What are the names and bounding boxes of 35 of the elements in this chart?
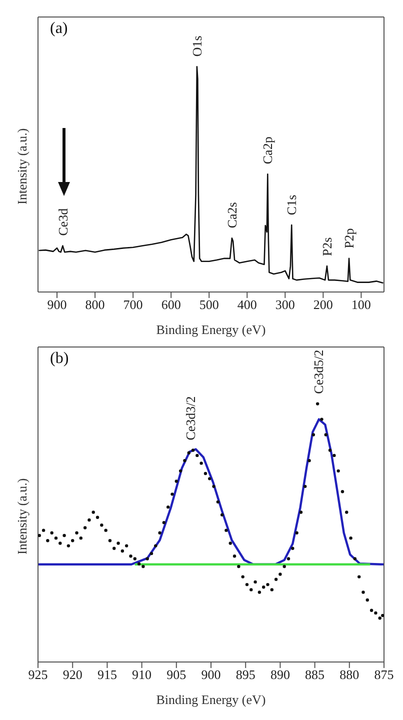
x-tick-label: 915	[97, 667, 117, 682]
y-axis-title: Intensity (a.u.)	[14, 128, 30, 204]
annotation: C1s	[284, 194, 300, 216]
x-axis-title: Binding Energy (eV)	[156, 322, 266, 337]
x-tick-label: 875	[374, 667, 394, 682]
x-tick-label: 800	[85, 297, 105, 312]
x-tick-label: 400	[237, 297, 257, 312]
annotation: P2p	[342, 228, 357, 248]
annotation: Ce3d5/2	[310, 350, 326, 394]
x-tick-label: 920	[62, 667, 82, 682]
x-tick-label: 300	[275, 297, 295, 312]
x-tick-label: 700	[123, 297, 143, 312]
annotation: Ce3d3/2	[182, 396, 198, 440]
annotation: P2s	[320, 237, 335, 256]
annotation: Ca2s	[224, 202, 240, 228]
annotation: Ce3d	[55, 208, 70, 236]
x-tick-label: 885	[305, 667, 325, 682]
x-tick-label: 500	[199, 297, 219, 312]
text: (b)	[50, 350, 69, 368]
x-tick-label: 905	[166, 667, 186, 682]
text: (a)	[50, 20, 68, 38]
x-tick-label: 895	[236, 667, 256, 682]
x-tick-label: 600	[161, 297, 181, 312]
x-tick-label: 900	[201, 667, 221, 682]
y-axis-title: Intensity (a.u.)	[14, 478, 30, 554]
x-tick-label: 890	[270, 667, 290, 682]
annotation: Ca2p	[260, 136, 276, 164]
x-tick-label: 925	[28, 667, 48, 682]
x-tick-label: 880	[340, 667, 360, 682]
x-tick-label: 910	[132, 667, 152, 682]
annotation: O1s	[189, 36, 204, 57]
x-tick-label: 100	[351, 297, 371, 312]
x-tick-label: 200	[313, 297, 333, 312]
x-axis-title: Binding Energy (eV)	[156, 692, 266, 707]
x-tick-label: 900	[47, 297, 67, 312]
